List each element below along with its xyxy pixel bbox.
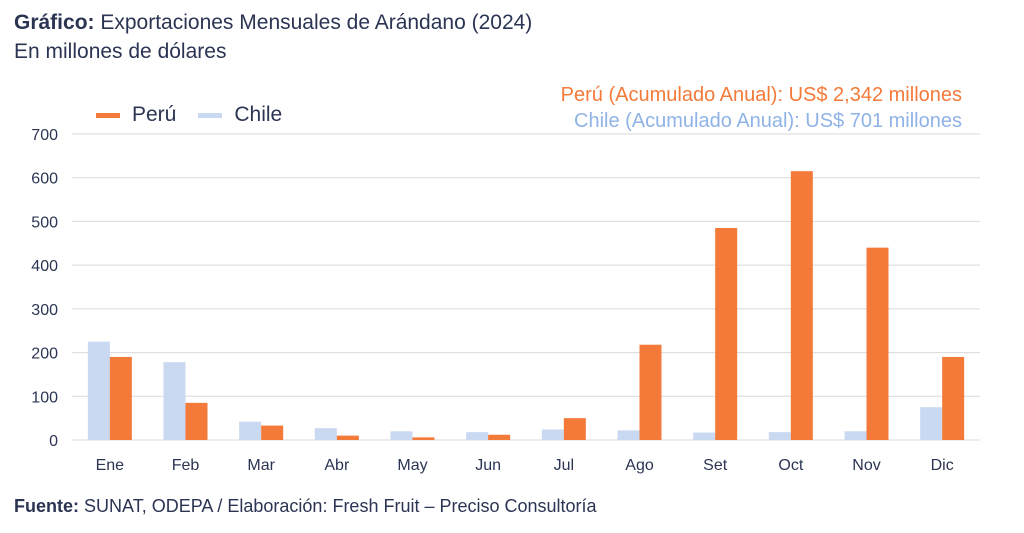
- y-tick-label: 600: [31, 171, 58, 188]
- source-label: Fuente:: [14, 496, 79, 516]
- title-label: Gráfico:: [14, 11, 95, 34]
- x-tick-label: Abr: [324, 457, 350, 474]
- y-tick-label: 200: [31, 346, 58, 363]
- bar-chile: [466, 432, 489, 440]
- chart-title: Exportaciones Mensuales de Arándano (202…: [100, 11, 533, 34]
- x-tick-label: Mar: [247, 457, 275, 474]
- bar-chile: [87, 341, 110, 440]
- bar-chile: [390, 431, 413, 440]
- bar-chile: [693, 432, 716, 440]
- bar-peru: [412, 437, 435, 440]
- bar-chile: [541, 429, 564, 440]
- chart-subtitle: En millones de dólares: [14, 40, 227, 63]
- bar-peru: [790, 171, 813, 440]
- bar-chile: [314, 428, 337, 440]
- x-tick-label: Nov: [852, 457, 880, 474]
- bar-chile: [844, 431, 867, 440]
- bar-chile: [768, 432, 791, 440]
- y-tick-label: 100: [31, 389, 58, 406]
- x-tick-label: Jun: [475, 457, 501, 474]
- x-tick-label: Ene: [96, 457, 125, 474]
- bar-peru: [866, 247, 889, 440]
- legend-label-peru: Perú: [132, 103, 177, 126]
- x-tick-label: Feb: [172, 457, 200, 474]
- x-tick-label: May: [397, 457, 427, 474]
- bar-peru: [942, 356, 965, 440]
- bar-chile: [920, 407, 943, 440]
- bar-chile: [163, 362, 186, 440]
- source-text: SUNAT, ODEPA / Elaboración: Fresh Fruit …: [84, 496, 597, 516]
- y-tick-label: 0: [49, 433, 58, 450]
- legend: Perú Chile: [96, 103, 304, 127]
- bar-peru: [715, 227, 738, 440]
- y-tick-label: 400: [31, 258, 58, 275]
- chart-title-line: Gráfico: Exportaciones Mensuales de Arán…: [14, 8, 532, 37]
- y-tick-label: 700: [31, 127, 58, 144]
- bar-peru: [563, 418, 586, 440]
- x-tick-label: Set: [703, 457, 728, 474]
- chart-header: Gráfico: Exportaciones Mensuales de Arán…: [14, 8, 532, 66]
- y-tick-label: 500: [31, 214, 58, 231]
- bar-peru: [639, 344, 662, 440]
- legend-item-peru: Perú: [96, 103, 176, 127]
- bar-chile: [239, 421, 262, 440]
- source-footer: Fuente: SUNAT, ODEPA / Elaboración: Fres…: [14, 496, 597, 517]
- bar-chile: [617, 430, 640, 440]
- legend-label-chile: Chile: [234, 103, 283, 126]
- x-tick-label: Oct: [778, 457, 803, 474]
- annotation-chile-total: Chile (Acumulado Anual): US$ 701 millone…: [574, 110, 962, 132]
- legend-item-chile: Chile: [198, 103, 282, 127]
- bar-peru: [185, 402, 208, 440]
- legend-swatch-chile: [198, 112, 223, 118]
- bar-peru: [261, 425, 284, 440]
- legend-swatch-peru: [96, 112, 120, 118]
- y-tick-label: 300: [31, 302, 58, 319]
- x-tick-label: Dic: [931, 457, 954, 474]
- bar-peru: [336, 435, 359, 440]
- bar-peru: [488, 434, 511, 440]
- x-tick-label: Jul: [554, 457, 574, 474]
- x-tick-label: Ago: [625, 457, 654, 474]
- bar-peru: [109, 356, 132, 440]
- annotation-peru-total: Perú (Acumulado Anual): US$ 2,342 millon…: [560, 84, 962, 106]
